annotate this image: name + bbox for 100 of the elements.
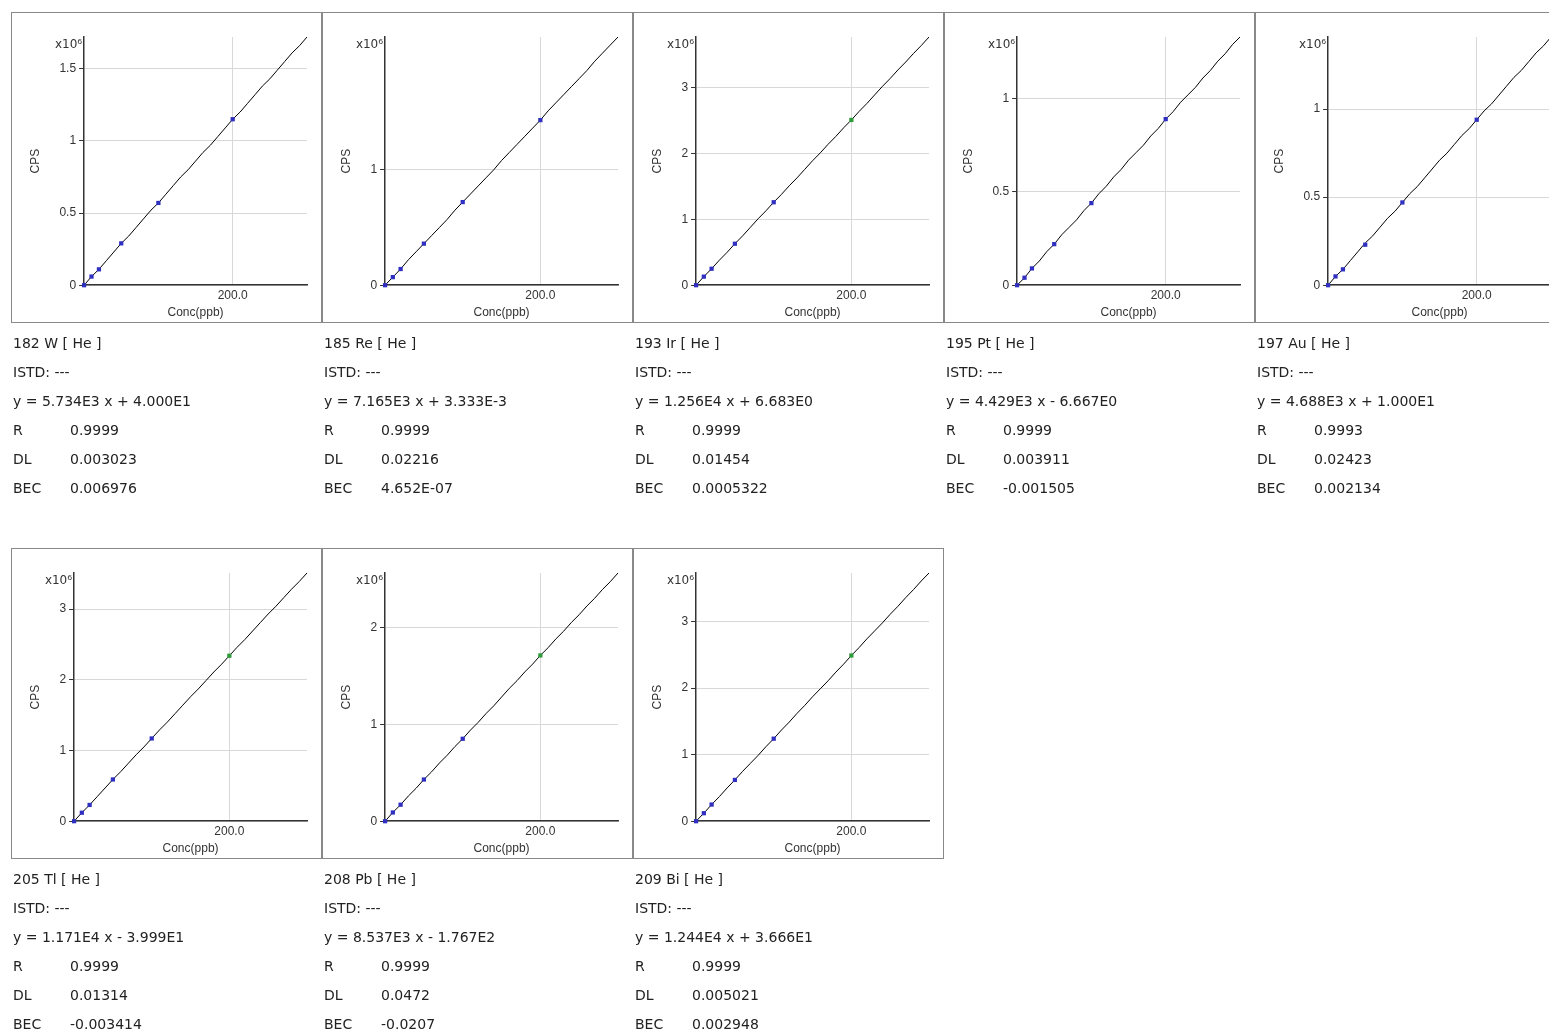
point (156, 200, 161, 206)
point (538, 653, 543, 658)
text: ISTD: --- (324, 899, 382, 918)
x-axis-title: Conc(ppb) (473, 305, 530, 320)
point (1089, 200, 1094, 206)
y-tick-label: 0 (370, 813, 378, 828)
point (398, 266, 403, 272)
text: 197 Au [ He ] (1257, 334, 1352, 353)
point (390, 810, 395, 815)
text: x10⁶ (44, 573, 73, 588)
point (709, 802, 714, 807)
point (110, 777, 116, 782)
text: BEC 0.002134 (1257, 480, 1381, 496)
y-axis-title: CPS (649, 684, 664, 710)
text: DL 0.02216 (324, 451, 439, 467)
y-tick-label: 1 (59, 742, 67, 757)
text: DL 0.0472 (324, 987, 430, 1003)
x-axis-title: Conc(ppb) (473, 841, 530, 856)
text: x10⁶ (666, 37, 695, 52)
text: R 0.9993 (1257, 422, 1363, 438)
text: BEC -0.003414 (13, 1016, 142, 1032)
y-tick-label: 0 (1313, 277, 1321, 292)
x-tick-label: 200.0 (525, 823, 556, 838)
text: BEC -0.0207 (324, 1016, 436, 1032)
text: BEC -0.001505 (946, 480, 1075, 496)
y-tick-label: 0 (370, 277, 378, 292)
text: y = 1.171E4 x - 3.999E1 (13, 928, 186, 947)
text: DL 0.005021 (635, 987, 759, 1003)
text: DL 0.01314 (13, 987, 128, 1003)
text: ISTD: --- (13, 899, 71, 918)
y-tick-label: 3 (59, 601, 67, 616)
y-tick-label: 2 (681, 145, 689, 160)
point (1022, 275, 1027, 280)
text: R 0.9999 (324, 422, 430, 438)
text: ISTD: --- (1257, 363, 1315, 382)
text: 185 Re [ He ] (324, 334, 418, 353)
y-tick-label: 0 (69, 277, 77, 292)
text: BEC 0.0005322 (635, 480, 768, 496)
text: 205 Tl [ He ] (13, 870, 102, 889)
text: 182 W [ He ] (13, 334, 103, 353)
x-axis-title: Conc(ppb) (784, 841, 841, 856)
y-axis-title: CPS (27, 148, 42, 174)
y-tick-label: 1 (681, 211, 689, 226)
y-axis-title: CPS (960, 148, 975, 174)
y-tick-label: 0 (681, 277, 689, 292)
y-axis-title: CPS (1271, 148, 1286, 174)
text: 193 Ir [ He ] (635, 334, 721, 353)
y-tick-label: 1 (681, 746, 689, 761)
x-tick-label: 200.0 (836, 287, 867, 302)
text: R 0.9999 (324, 958, 430, 974)
text: 209 Bi [ He ] (635, 870, 725, 889)
x-axis-title: Conc(ppb) (167, 305, 224, 320)
text: R 0.9999 (946, 422, 1052, 438)
text: y = 5.734E3 x + 4.000E1 (13, 392, 192, 411)
y-tick-label: 1 (370, 162, 378, 177)
text: R 0.9999 (635, 958, 741, 974)
x-tick-label: 200.0 (525, 287, 556, 302)
text: x10⁶ (666, 573, 695, 588)
text: DL 0.003023 (13, 451, 137, 467)
y-tick-label: 2 (370, 619, 378, 634)
text: ISTD: --- (635, 363, 693, 382)
y-axis-title: CPS (338, 148, 353, 174)
text: y = 4.688E3 x + 1.000E1 (1257, 392, 1436, 411)
text: 195 Pt [ He ] (946, 334, 1036, 353)
point (849, 653, 854, 658)
text: ISTD: --- (324, 363, 382, 382)
y-tick-label: 3 (681, 613, 689, 628)
y-tick-label: 0.5 (1303, 189, 1321, 204)
text: y = 8.537E3 x - 1.767E2 (324, 928, 497, 947)
x-tick-label: 200.0 (214, 823, 245, 838)
text: ISTD: --- (635, 899, 693, 918)
text: x10⁶ (355, 37, 384, 52)
y-tick-label: 1.5 (59, 61, 77, 76)
y-tick-label: 0.5 (59, 205, 77, 220)
text: ISTD: --- (13, 363, 71, 382)
text: R 0.9999 (13, 422, 119, 438)
y-tick-label: 0 (681, 813, 689, 828)
text: ISTD: --- (946, 363, 1004, 382)
y-tick-label: 2 (59, 672, 67, 687)
text: R 0.9999 (635, 422, 741, 438)
text: DL 0.02423 (1257, 451, 1372, 467)
point (87, 802, 92, 808)
text: R 0.9999 (13, 958, 119, 974)
y-axis-title: CPS (338, 684, 353, 710)
y-tick-label: 0 (59, 813, 67, 828)
y-tick-label: 1 (1002, 90, 1010, 105)
text: BEC 0.002948 (635, 1016, 759, 1032)
text: DL 0.003911 (946, 451, 1070, 467)
x-axis-title: Conc(ppb) (1100, 305, 1157, 320)
text: x10⁶ (1298, 37, 1327, 52)
x-axis-title: Conc(ppb) (162, 841, 219, 856)
x-tick-label: 200.0 (1150, 287, 1182, 302)
y-tick-label: 3 (681, 80, 689, 95)
text: y = 4.429E3 x - 6.667E0 (946, 392, 1119, 411)
y-axis-title: CPS (27, 684, 42, 710)
point (709, 266, 714, 271)
text: y = 1.256E4 x + 6.683E0 (635, 392, 814, 411)
text: x10⁶ (54, 37, 83, 52)
text: BEC 0.006976 (13, 480, 137, 496)
text: x10⁶ (987, 37, 1016, 52)
